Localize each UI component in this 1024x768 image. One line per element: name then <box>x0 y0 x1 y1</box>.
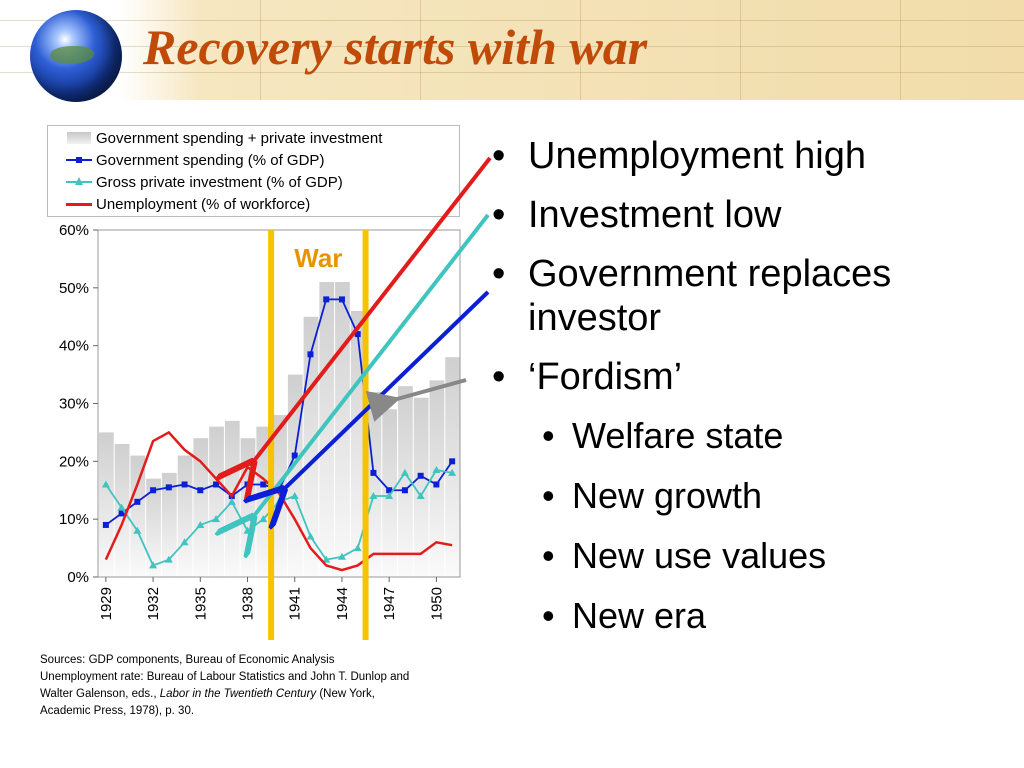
globe-logo <box>30 10 122 102</box>
point-gov-1934 <box>181 481 188 488</box>
bar-1946 <box>366 391 382 577</box>
line-marker-icon <box>66 197 92 211</box>
point-gov-1945 <box>354 331 361 338</box>
bar-1929 <box>99 432 114 577</box>
subbullet-use-values: New use values <box>492 534 1012 578</box>
x-tick-label: 1938 <box>240 587 257 620</box>
x-tick-label: 1935 <box>192 587 209 620</box>
bullet-list: Unemployment high Investment low Governm… <box>492 134 1012 654</box>
bullet-fordism: ‘Fordism’ <box>492 355 1012 399</box>
point-private-1943 <box>322 555 331 563</box>
point-gov-1933 <box>165 484 172 491</box>
y-tick-label: 50% <box>59 280 89 297</box>
sources-line-4: Academic Press, 1978), p. 30. <box>40 705 195 717</box>
y-tick-label: 20% <box>59 453 89 470</box>
x-tick-label: 1941 <box>287 587 304 620</box>
point-private-1942 <box>306 532 315 540</box>
point-private-1944 <box>337 552 346 560</box>
x-tick-label: 1947 <box>381 587 398 620</box>
point-private-1945 <box>353 544 362 552</box>
point-gov-1941 <box>291 452 298 459</box>
y-tick-label: 30% <box>59 396 89 413</box>
bar-1943 <box>319 282 335 577</box>
triangle-marker-icon <box>66 175 92 189</box>
point-gov-1931 <box>134 498 141 505</box>
point-gov-1946 <box>370 469 377 476</box>
bar-1935 <box>193 438 209 577</box>
point-gov-1944 <box>338 296 345 303</box>
x-tick-label: 1929 <box>98 587 115 620</box>
point-private-1931 <box>133 526 142 534</box>
point-private-1930 <box>117 503 126 511</box>
legend-item-total: Government spending + private investment <box>66 128 382 148</box>
war-label: War <box>294 243 342 273</box>
y-tick-label: 60% <box>59 222 89 239</box>
bar-1936 <box>209 426 224 577</box>
square-marker-icon <box>66 153 92 167</box>
subbullet-era: New era <box>492 594 1012 638</box>
point-gov-1942 <box>307 351 314 358</box>
y-tick-label: 10% <box>59 511 89 528</box>
point-private-1933 <box>164 555 173 563</box>
point-private-1934 <box>180 538 189 546</box>
bar-1944 <box>335 282 350 577</box>
point-gov-1935 <box>197 487 204 494</box>
sources-line-1: Sources: GDP components, Bureau of Econo… <box>40 654 335 666</box>
x-tick-label: 1932 <box>145 587 162 620</box>
point-gov-1943 <box>323 296 330 303</box>
sources-line-3: Walter Galenson, eds., Labor in the Twen… <box>40 686 490 703</box>
subbullet-welfare: Welfare state <box>492 414 1012 458</box>
point-gov-1932 <box>150 487 157 494</box>
y-tick-label: 40% <box>59 338 89 355</box>
slide-title: Recovery starts with war <box>143 19 648 75</box>
bullet-government: Government replaces investor <box>492 252 1012 340</box>
point-gov-1939 <box>260 481 267 488</box>
point-gov-1930 <box>118 510 125 517</box>
bar-1933 <box>161 472 177 577</box>
point-gov-1938 <box>244 481 251 488</box>
sources-book-title: Labor in the Twentieth Century <box>159 688 317 700</box>
point-gov-1929 <box>102 521 109 528</box>
bar-1934 <box>177 455 193 577</box>
point-gov-1949 <box>417 472 424 479</box>
bar-1931 <box>130 455 146 577</box>
sources-note: Sources: GDP components, Bureau of Econo… <box>40 652 490 720</box>
point-gov-1951 <box>449 458 456 465</box>
bullet-unemployment: Unemployment high <box>492 134 1012 178</box>
bar-1938 <box>240 438 256 577</box>
sources-line-2: Unemployment rate: Bureau of Labour Stat… <box>40 671 410 683</box>
point-gov-1950 <box>433 481 440 488</box>
x-tick-label: 1950 <box>428 587 445 620</box>
sources-line-3-suffix: (New York, <box>316 688 375 700</box>
point-gov-1948 <box>401 487 408 494</box>
point-private-1935 <box>196 520 205 528</box>
point-private-1932 <box>149 561 158 569</box>
title-band <box>0 0 1024 100</box>
bar-1932 <box>146 478 161 577</box>
legend-label-total: Government spending + private investment <box>96 129 383 147</box>
bar-swatch-icon <box>66 131 92 145</box>
bullet-investment: Investment low <box>492 193 1012 237</box>
x-tick-label: 1944 <box>334 587 351 620</box>
y-tick-label: 0% <box>67 569 89 586</box>
subbullet-growth: New growth <box>492 474 1012 518</box>
sources-line-3-prefix: Walter Galenson, eds., <box>40 688 160 700</box>
bar-1941 <box>287 374 303 577</box>
point-private-1929 <box>101 480 110 488</box>
